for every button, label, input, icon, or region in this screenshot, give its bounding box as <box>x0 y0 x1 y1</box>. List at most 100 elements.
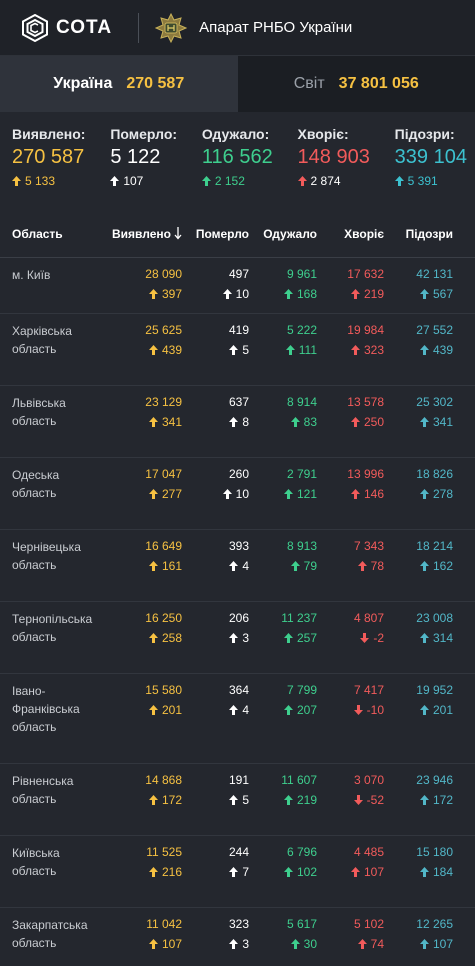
cell-active: 19 984 323 <box>317 320 384 358</box>
tab-world-label: Світ <box>293 75 325 92</box>
summary-stat: Хворіє: 148 903 2 874 <box>297 126 370 210</box>
cell-value: 13 996 <box>347 467 384 481</box>
cell-value: 6 796 <box>286 845 317 859</box>
cell-value: 7 343 <box>353 539 384 553</box>
cell-delta-value: 201 <box>161 703 182 717</box>
cell-deaths: 419 5 <box>182 320 249 358</box>
arrow-down-icon <box>353 705 363 715</box>
cell-delta: 5 <box>229 792 249 808</box>
cell-value: 206 <box>228 611 249 625</box>
cell-delta: 439 <box>148 342 182 358</box>
cell-delta-value: 102 <box>296 865 317 879</box>
table-row[interactable]: м. Київ 28 090 397 497 10 9 961 168 17 632 219 42… <box>0 258 475 314</box>
cell-delta: 162 <box>419 558 453 574</box>
app-header: СОТА Апарат РНБО України <box>0 0 475 56</box>
cell-delta-value: 172 <box>161 793 182 807</box>
cell-delta: 74 <box>357 936 384 952</box>
arrow-up-icon <box>229 939 239 949</box>
table-row[interactable]: Одеська область 17 047 277 260 10 2 791 121 13 … <box>0 458 475 530</box>
header-deaths[interactable]: Померло <box>195 226 249 241</box>
cell-deaths: 364 4 <box>182 680 249 718</box>
arrow-up-icon <box>290 939 300 949</box>
cell-delta-value: 258 <box>161 631 182 645</box>
cell-deaths: 260 10 <box>182 464 249 502</box>
table-row[interactable]: Тернопільська область 16 250 258 206 3 11 237… <box>0 602 475 674</box>
header-confirmed[interactable]: Виявлено <box>106 227 182 241</box>
summary-stat: Підозри: 339 104 5 391 <box>394 126 467 210</box>
header-active[interactable]: Хворіє <box>344 226 384 241</box>
table-row[interactable]: Харківська область 25 625 439 419 5 5 222 111 1… <box>0 314 475 386</box>
table-row[interactable]: Івано-Франківська область 15 580 201 364 4 7 … <box>0 674 475 764</box>
arrow-up-icon <box>148 345 158 355</box>
cell-delta-value: 219 <box>363 287 384 301</box>
cell-value: 364 <box>228 683 249 697</box>
header-suspected[interactable]: Підозри <box>405 226 453 241</box>
arrow-up-icon <box>419 345 429 355</box>
arrow-up-icon <box>394 176 404 186</box>
summary-delta: 107 <box>110 174 177 188</box>
arrow-up-icon <box>290 417 300 427</box>
summary-label: Виявлено: <box>12 126 86 142</box>
cell-deaths: 637 8 <box>182 392 249 430</box>
cell-delta: 168 <box>283 286 317 302</box>
cell-delta-value: 3 <box>242 937 249 951</box>
region-tabs: Україна 270 587 Світ 37 801 056 <box>0 56 475 112</box>
header-region[interactable]: Область <box>12 226 63 241</box>
cell-delta-value: -10 <box>366 703 384 717</box>
cell-value: 11 607 <box>281 773 317 787</box>
cell-delta: 161 <box>148 558 182 574</box>
cell-value: 8 914 <box>286 395 317 409</box>
summary-value: 116 562 <box>201 146 273 168</box>
table-row[interactable]: Чернівецька область 16 649 161 393 4 8 913 79 7… <box>0 530 475 602</box>
nsdc-link[interactable]: Апарат РНБО України <box>155 12 352 43</box>
arrow-up-icon <box>357 939 367 949</box>
cell-value: 244 <box>228 845 249 859</box>
cell-value: 11 237 <box>281 611 317 625</box>
table-row[interactable]: Львівська область 23 129 341 637 8 8 914 83 13 … <box>0 386 475 458</box>
cell-value: 4 485 <box>353 845 384 859</box>
arrow-up-icon <box>357 561 367 571</box>
arrow-up-icon <box>148 289 158 299</box>
cell-delta: 341 <box>419 414 453 430</box>
arrow-up-icon <box>148 417 158 427</box>
cell-delta-value: 397 <box>161 287 182 301</box>
cell-delta-value: 107 <box>432 937 453 951</box>
summary-delta: 5 133 <box>12 174 85 188</box>
arrow-up-icon <box>229 561 239 571</box>
region-table: м. Київ 28 090 397 497 10 9 961 168 17 632 219 42… <box>0 258 475 966</box>
table-row[interactable]: Київська область 11 525 216 244 7 6 796 102 4 4… <box>0 836 475 908</box>
tab-ukraine[interactable]: Україна 270 587 <box>0 56 238 112</box>
arrow-up-icon <box>148 867 158 877</box>
sota-logo[interactable]: СОТА <box>22 13 113 42</box>
cell-delta: 10 <box>222 486 249 502</box>
cell-delta-value: 121 <box>296 487 317 501</box>
cell-delta-value: 219 <box>296 793 317 807</box>
cell-delta-value: 341 <box>161 415 182 429</box>
region-name: Київська область <box>12 846 60 878</box>
cell-delta-value: 30 <box>303 937 317 951</box>
cell-value: 18 826 <box>416 467 453 481</box>
header-recovered[interactable]: Одужало <box>263 226 317 241</box>
summary-stat: Одужало: 116 562 2 152 <box>201 126 273 210</box>
table-row[interactable]: Закарпатська область 11 042 107 323 3 5 617 30… <box>0 908 475 966</box>
cell-active: 3 070 -52 <box>317 770 384 808</box>
cell-value: 7 417 <box>353 683 384 697</box>
region-name: Львівська область <box>12 396 66 428</box>
cell-delta: 219 <box>350 286 384 302</box>
cell-delta-value: 10 <box>235 487 249 501</box>
cell-delta: 172 <box>148 792 182 808</box>
cell-delta: 341 <box>148 414 182 430</box>
arrow-up-icon <box>419 795 429 805</box>
cell-value: 23 008 <box>416 611 453 625</box>
cell-delta-value: 4 <box>242 559 249 573</box>
cell-delta-value: 278 <box>432 487 453 501</box>
arrow-up-icon <box>110 176 120 186</box>
summary-stat: Померло: 5 122 107 <box>110 126 177 210</box>
cell-delta: -2 <box>360 630 384 646</box>
cell-delta: 102 <box>283 864 317 880</box>
logo-text: СОТА <box>56 16 113 38</box>
region-name: Чернівецька область <box>12 540 81 572</box>
table-row[interactable]: Рівненська область 14 868 172 191 5 11 607 219… <box>0 764 475 836</box>
cell-delta: 78 <box>357 558 384 574</box>
tab-world[interactable]: Світ 37 801 056 <box>237 56 475 112</box>
